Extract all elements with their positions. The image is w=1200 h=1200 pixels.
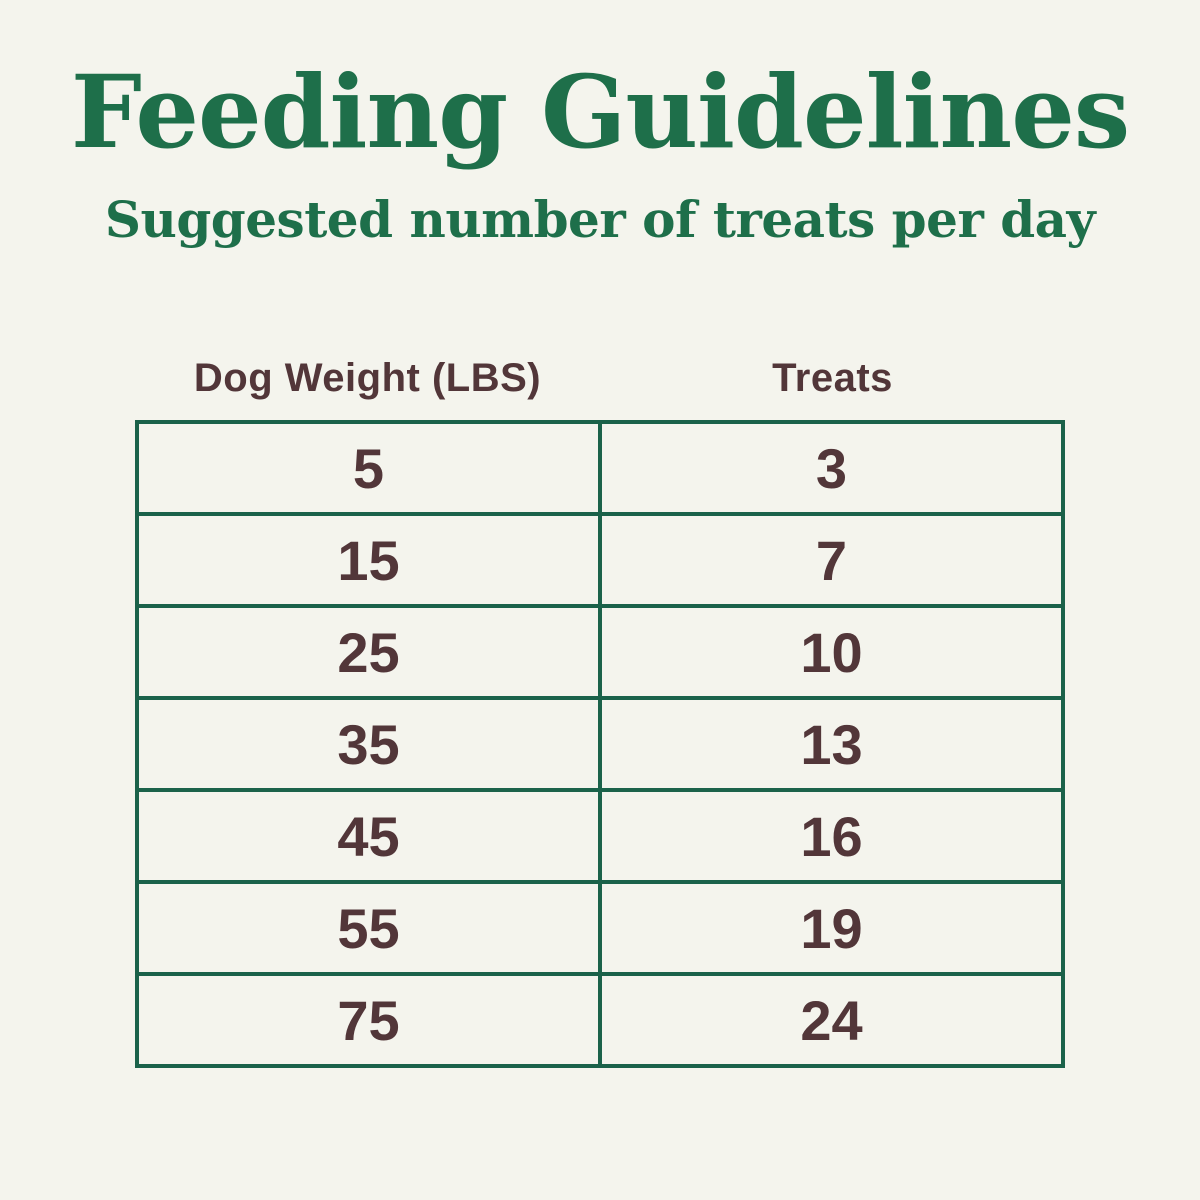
feeding-guidelines-table: 5 3 15 7 25 10 35 13 45 16 55 19 75 24 [135,420,1065,1068]
table-row: 35 13 [139,696,1061,788]
table-row: 55 19 [139,880,1061,972]
treats-cell: 3 [598,424,1061,512]
treats-cell: 10 [598,608,1061,696]
weight-cell: 35 [337,712,400,776]
table-row: 15 7 [139,512,1061,604]
page-title: Feeding Guidelines [70,53,1130,171]
treats-cell: 19 [598,884,1061,972]
weight-cell: 55 [337,896,400,960]
table-row: 45 16 [139,788,1061,880]
treats-cell: 7 [598,516,1061,604]
weight-cell: 25 [337,620,400,684]
weight-cell: 45 [337,804,400,868]
treats-cell: 13 [598,700,1061,788]
weight-cell: 75 [337,988,400,1052]
column-header-treats: Treats [772,356,893,400]
treats-cell: 24 [598,976,1061,1064]
table-row: 25 10 [139,604,1061,696]
weight-cell: 5 [352,436,385,500]
page-subtitle: Suggested number of treats per day [104,190,1096,249]
table-column-headers: Dog Weight (LBS) Treats [135,356,1065,401]
treats-cell: 16 [598,792,1061,880]
weight-cell: 15 [337,528,400,592]
table-row: 5 3 [139,424,1061,512]
column-header-dog-weight: Dog Weight (LBS) [193,356,542,400]
table-row: 75 24 [139,972,1061,1064]
